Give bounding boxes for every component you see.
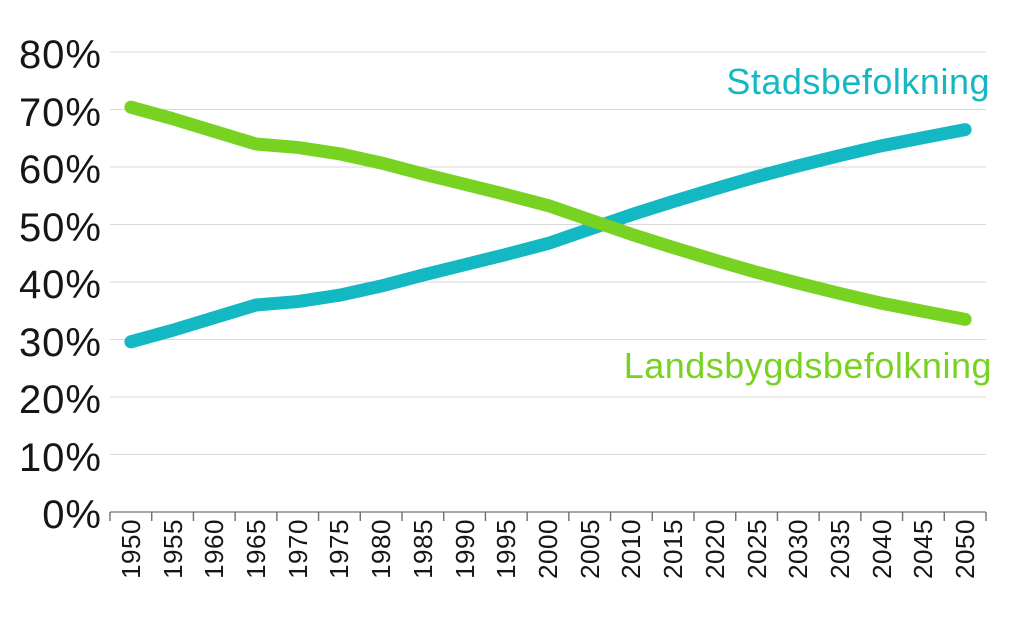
series-line-landsbygdsbefolkning — [124, 100, 972, 326]
x-axis-label: 2035 — [825, 519, 855, 579]
series-label-landsbygdsbefolkning: Landsbygdsbefolkning — [623, 345, 992, 386]
x-axis-label: 1960 — [199, 519, 230, 579]
y-axis-label: 30% — [18, 320, 102, 365]
x-axis-label: 1985 — [407, 519, 438, 579]
x-axis-label: 2000 — [533, 519, 563, 579]
y-axis-label: 40% — [18, 263, 102, 307]
y-axis-label: 20% — [18, 378, 102, 422]
y-axis-label: 70% — [18, 90, 102, 135]
series-line-stadsbefolkning — [124, 123, 972, 349]
x-axis-label: 1995 — [491, 519, 522, 579]
x-axis-label: 2030 — [783, 519, 814, 579]
x-axis-label: 1965 — [241, 519, 271, 579]
x-axis-label: 2045 — [908, 519, 939, 579]
x-axis-label: 1970 — [282, 519, 313, 579]
x-axis-label: 1955 — [157, 519, 188, 579]
x-axis-label: 1980 — [366, 519, 397, 579]
y-axis-label: 50% — [18, 205, 102, 250]
x-axis-label: 2015 — [658, 519, 689, 579]
x-axis-label: 1990 — [449, 519, 480, 579]
y-axis-label: 10% — [18, 435, 102, 480]
x-axis-label: 2050 — [950, 519, 981, 579]
x-axis-label: 2010 — [616, 519, 647, 579]
x-axis-label: 1950 — [115, 519, 146, 579]
x-axis-label: 2020 — [699, 519, 730, 579]
x-axis-label: 2005 — [574, 519, 605, 579]
x-axis-label: 1975 — [324, 519, 355, 579]
x-axis-label: 2040 — [866, 519, 897, 579]
x-axis-label: 2025 — [741, 519, 772, 579]
y-axis-label: 0% — [42, 493, 102, 537]
y-axis-label: 80% — [18, 33, 102, 77]
y-axis-label: 60% — [18, 148, 102, 192]
series-label-stadsbefolkning: Stadsbefolkning — [726, 61, 990, 102]
